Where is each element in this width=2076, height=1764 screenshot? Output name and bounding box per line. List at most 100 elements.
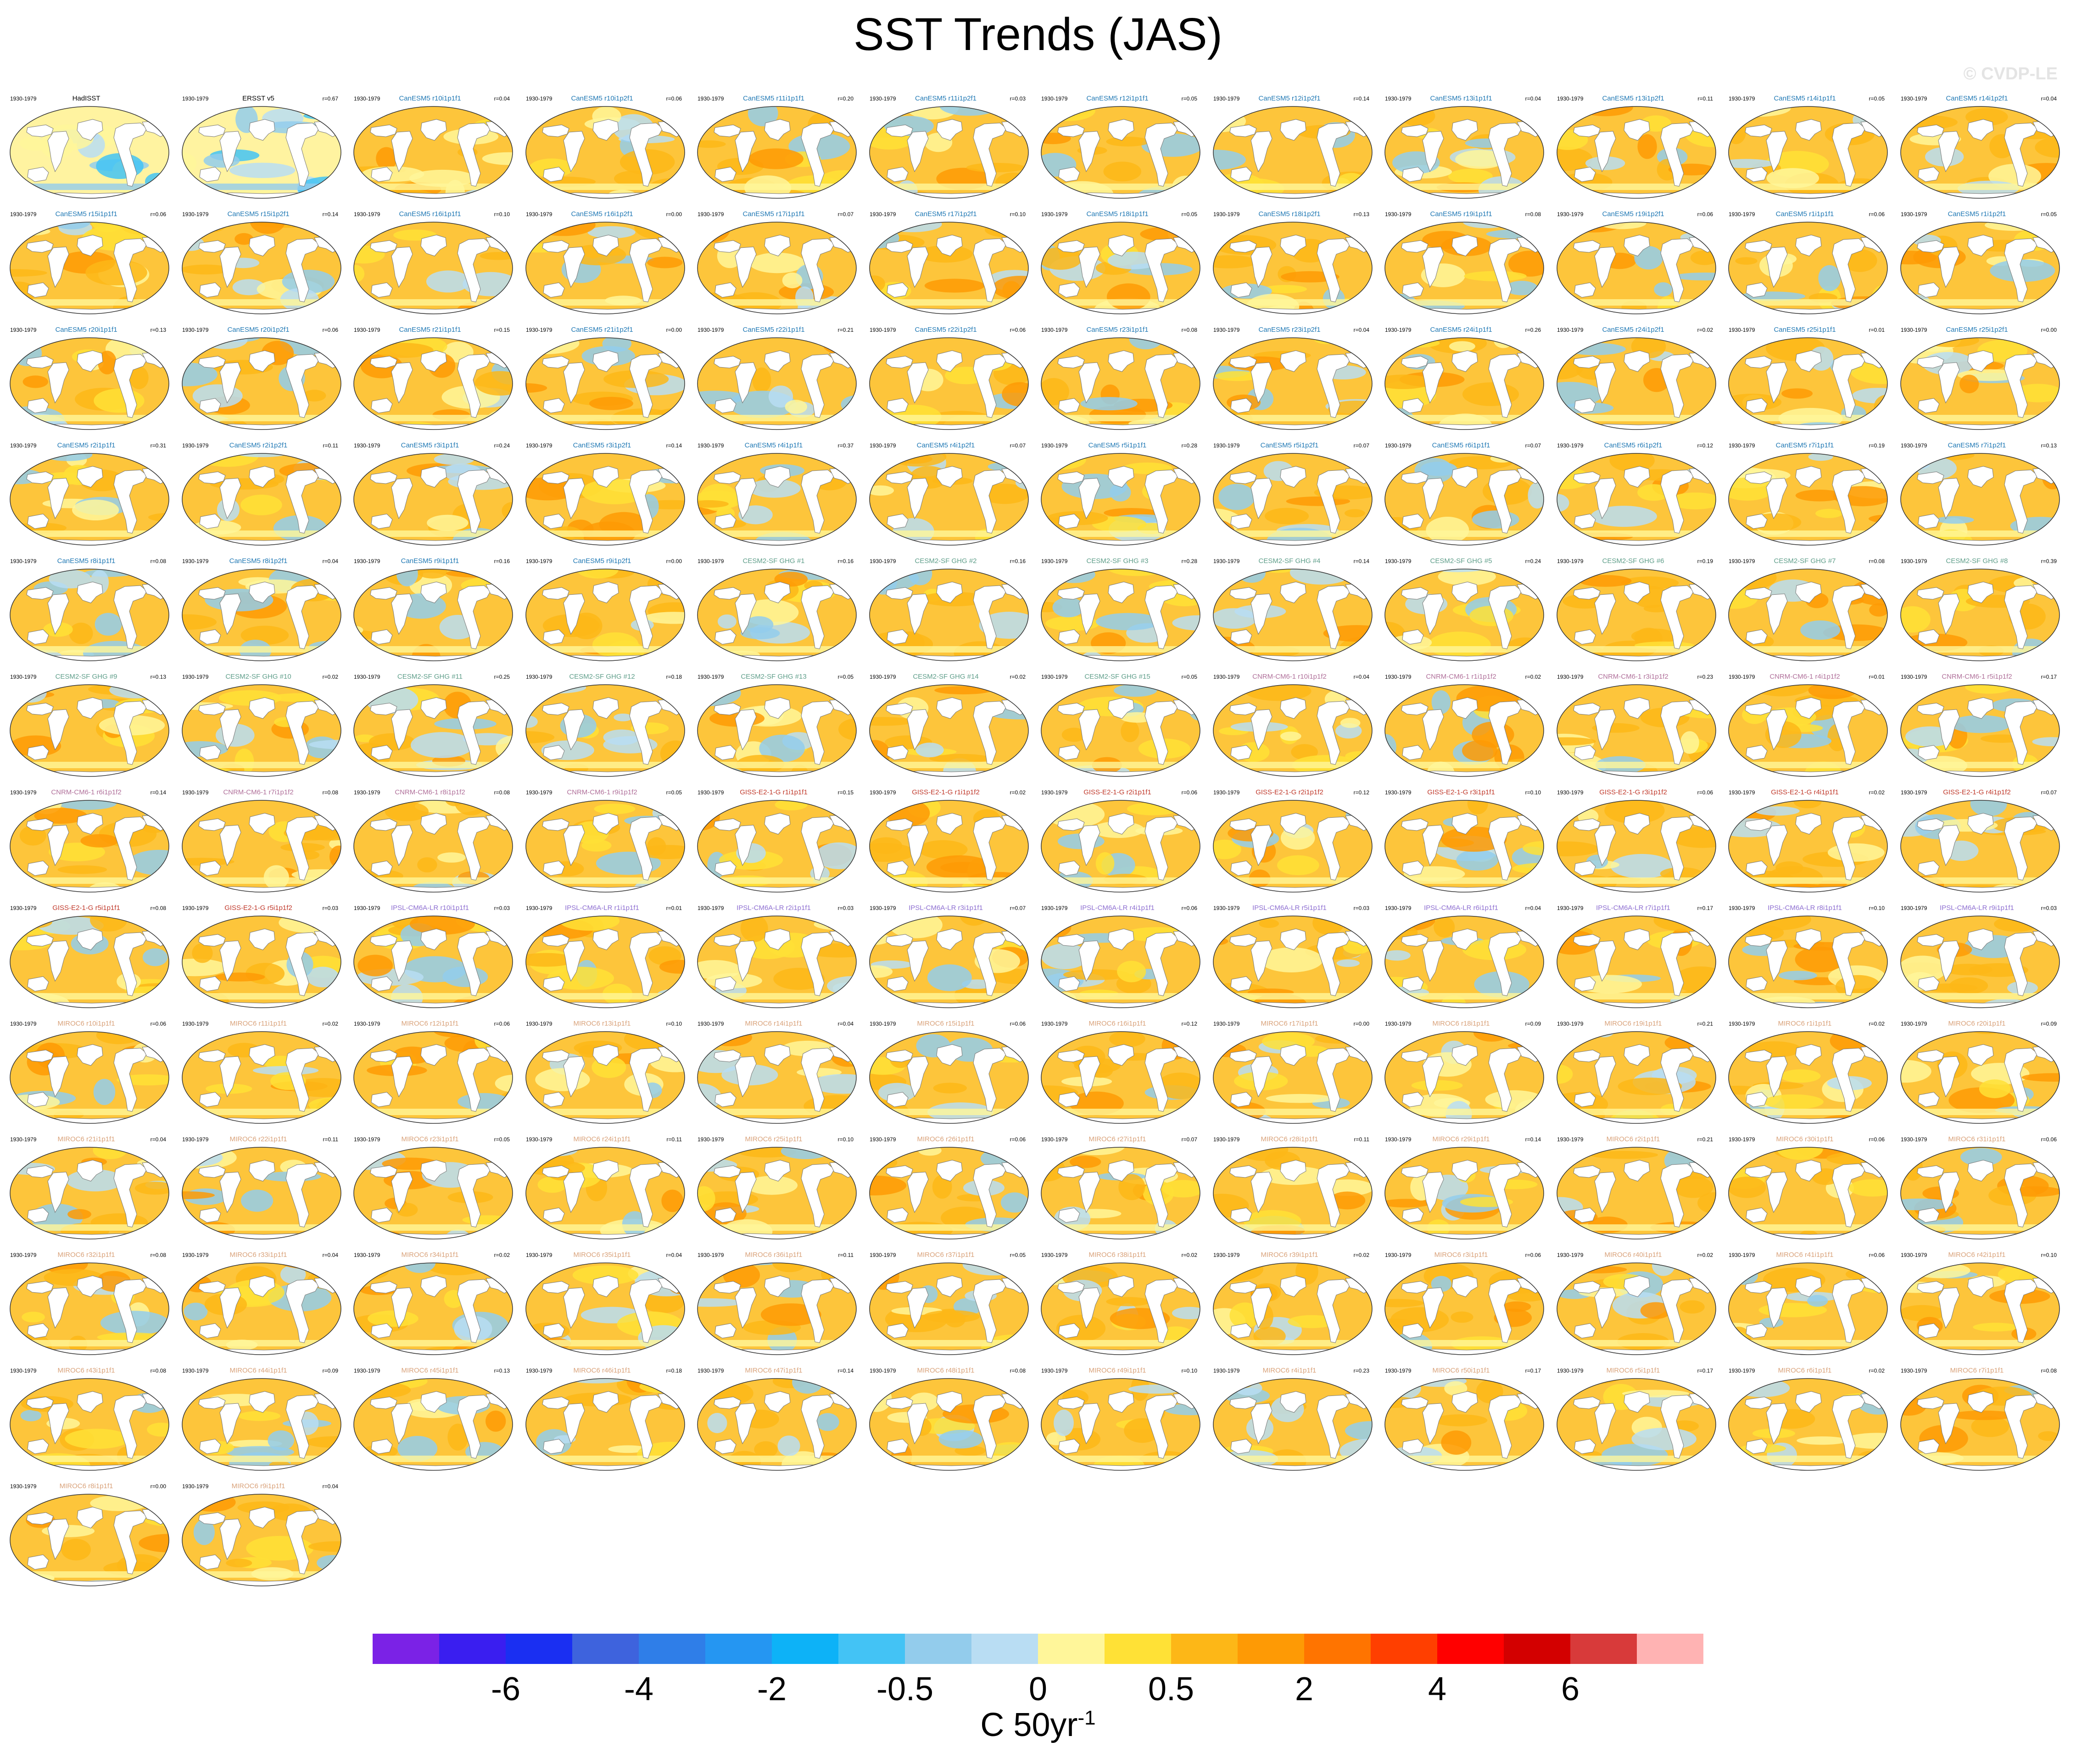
sst-trend-map: [697, 222, 857, 314]
panel-pattern-correlation: r=0.08: [494, 789, 510, 796]
land-mask: [371, 282, 393, 298]
map-border: [697, 106, 857, 199]
land-mask: [1745, 356, 1772, 368]
trend-patch: [1850, 357, 1887, 384]
panel-member-name: GISS-E2-1-G r5i1p1f1: [52, 904, 120, 912]
panel-member-name: MIROC6 r41i1p1f1: [1776, 1251, 1834, 1259]
colorbar-swatch: [506, 1634, 572, 1664]
map-panel: 1930-1979 CanESM5 r1i1p2f1 r=0.05: [1894, 210, 2060, 317]
land-mask: [285, 469, 319, 534]
map-panel: 1930-1979 CESM2-SF GHG #1 r=0.16: [691, 557, 857, 664]
land-mask: [1918, 167, 1940, 182]
map-panel: 1930-1979 CanESM5 r3i1p1f1 r=0.24: [347, 441, 513, 548]
land-mask: [542, 471, 569, 484]
trend-patch: [417, 857, 437, 873]
map-panel: 1930-1979 CanESM5 r7i1p1f1 r=0.19: [1722, 441, 1888, 548]
trend-patch: [1815, 508, 1842, 518]
panel-pattern-correlation: r=0.06: [1525, 1252, 1541, 1258]
panel-pattern-correlation: r=0.06: [666, 95, 682, 102]
land-mask: [457, 469, 491, 534]
land-mask: [1280, 466, 1306, 488]
land-mask: [1624, 466, 1650, 488]
trend-patch: [98, 351, 117, 374]
map-panel: 1930-1979 MIROC6 r37i1p1f1 r=0.05: [863, 1251, 1029, 1357]
map-panel: 1930-1979 CanESM5 r18i1p2f1 r=0.13: [1207, 210, 1373, 317]
panel-member-name: MIROC6 r42i1p1f1: [1948, 1251, 2006, 1259]
trend-patch: [1911, 1263, 1970, 1278]
land-mask: [1745, 471, 1772, 484]
panel-period: 1930-1979: [870, 442, 896, 449]
map-panel: 1930-1979 MIROC6 r4i1p1f1 r=0.23: [1207, 1367, 1373, 1473]
sst-trend-map: [1213, 569, 1373, 661]
land-mask: [1746, 167, 1768, 182]
sst-trend-map: [182, 1378, 341, 1471]
trend-patch: [437, 852, 466, 863]
land-mask: [1488, 123, 1522, 187]
panel-period: 1930-1979: [698, 327, 724, 333]
panel-member-name: CanESM5 r12i1p2f1: [1258, 95, 1321, 102]
panel-member-name: GISS-E2-1-G r3i1p1f2: [1599, 788, 1667, 796]
land-mask: [543, 282, 565, 298]
trend-patch: [1729, 1227, 1752, 1239]
map-panel: 1930-1979 CanESM5 r14i1p1f1 r=0.05: [1722, 95, 1888, 201]
trend-patch: [1213, 569, 1247, 581]
sst-trend-map: [353, 1262, 513, 1355]
panel-pattern-correlation: r=0.10: [1525, 789, 1541, 796]
sst-trend-map: [182, 337, 341, 430]
sst-trend-map: [1557, 337, 1716, 430]
trend-patch: [651, 1379, 670, 1384]
map-border: [1213, 222, 1373, 314]
land-mask: [27, 167, 49, 182]
panel-member-name: CanESM5 r6i1p2f1: [1604, 441, 1663, 449]
trend-patch: [1513, 1035, 1530, 1044]
land-mask: [285, 238, 319, 302]
panel-member-name: CESM2-SF GHG #4: [1258, 557, 1321, 565]
trend-patch: [1385, 453, 1421, 461]
sst-trend-map: [525, 1031, 685, 1124]
panel-pattern-correlation: r=0.13: [150, 327, 166, 333]
sst-trend-map: [1041, 453, 1200, 546]
trend-patch: [19, 136, 52, 151]
trend-patch: [69, 622, 93, 644]
panel-pattern-correlation: r=0.05: [666, 789, 682, 796]
map-panel: 1930-1979 MIROC6 r36i1p1f1 r=0.11: [691, 1251, 857, 1357]
panel-period: 1930-1979: [10, 95, 37, 102]
panel-member-name: CNRM-CM6-1 r3i1p1f2: [1598, 673, 1669, 681]
land-mask: [563, 362, 585, 404]
trend-patch: [1729, 1459, 1748, 1470]
trend-patch: [1218, 569, 1251, 579]
panel-period: 1930-1979: [698, 442, 724, 449]
land-mask: [1280, 350, 1306, 372]
panel-pattern-correlation: r=0.04: [322, 1483, 338, 1490]
map-panel: 1930-1979 IPSL-CM6A-LR r2i1p1f1 r=0.03: [691, 904, 857, 1010]
sst-trend-map: [10, 106, 169, 199]
sst-trend-map: [1041, 1031, 1200, 1124]
land-mask: [1574, 514, 1596, 529]
panel-member-name: ERSST v5: [242, 95, 274, 102]
trend-patch: [139, 573, 155, 582]
land-mask: [1230, 398, 1252, 413]
panel-pattern-correlation: r=0.01: [1869, 674, 1885, 680]
trend-patch: [148, 513, 169, 522]
panel-member-name: CanESM5 r22i1p1f1: [742, 326, 805, 334]
trend-patch: [966, 162, 1026, 173]
map-panel: 1930-1979 IPSL-CM6A-LR r10i1p1f1 r=0.03: [347, 904, 513, 1010]
map-panel: 1930-1979 MIROC6 r21i1p1f1 r=0.04: [4, 1135, 169, 1242]
panel-member-name: CanESM5 r18i1p2f1: [1258, 210, 1321, 218]
trend-patch: [1901, 1466, 1946, 1470]
panel-member-name: CanESM5 r10i1p2f1: [571, 95, 633, 102]
sst-trend-map: [182, 915, 341, 1008]
panel-member-name: CanESM5 r8i1p2f1: [229, 557, 288, 565]
panel-period: 1930-1979: [870, 95, 896, 102]
land-mask: [1660, 354, 1694, 418]
trend-patch: [311, 1498, 327, 1507]
map-border: [1900, 337, 2060, 430]
land-mask: [907, 246, 929, 288]
sst-trend-map: [1728, 1378, 1888, 1471]
map-panel: 1930-1979 MIROC6 r33i1p1f1 r=0.04: [176, 1251, 341, 1357]
trend-patch: [1852, 189, 1887, 198]
map-panel: 1930-1979 CanESM5 r15i1p1f1 r=0.06: [4, 210, 169, 317]
panel-pattern-correlation: r=0.03: [1353, 905, 1369, 911]
map-border: [353, 453, 513, 546]
map-panel: 1930-1979 MIROC6 r35i1p1f1 r=0.04: [519, 1251, 685, 1357]
